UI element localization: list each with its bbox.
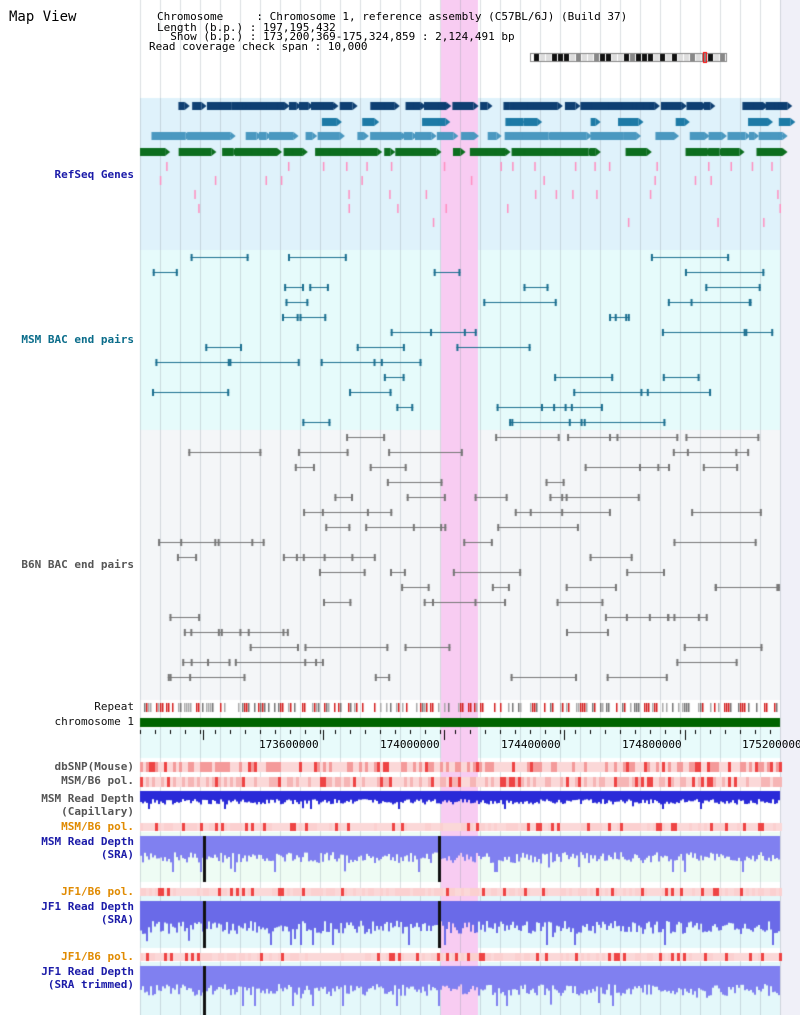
axis-tick-4: 174800000 <box>622 738 682 751</box>
show-range-info: Show (b.p.) : 173,200,369-175,324,859 : … <box>157 30 515 43</box>
track-label-b6n-bac[interactable]: B6N BAC end pairs <box>21 558 134 571</box>
track-label-msm-depth-sra: MSM Read Depth <box>41 835 134 848</box>
track-label-jf1-b6-pol-trim: JF1/B6 pol. <box>61 950 134 963</box>
track-label-msm-b6-pol-sra: MSM/B6 pol. <box>61 820 134 833</box>
page-title: Map View <box>9 9 77 25</box>
track-label-jf1-depth-trim: JF1 Read Depth <box>41 965 134 978</box>
coverage-info: Read coverage check span : 10,000 <box>149 40 368 53</box>
axis-tick-2: 174000000 <box>380 738 440 751</box>
axis-tick-1: 173600000 <box>259 738 319 751</box>
track-label-msm-bac[interactable]: MSM BAC end pairs <box>21 333 134 346</box>
track-label-jf1-trimmed: (SRA trimmed) <box>47 978 134 991</box>
track-label-jf1-b6-pol-sra: JF1/B6 pol. <box>61 885 134 898</box>
track-label-jf1-sra: (SRA) <box>100 913 134 926</box>
track-label-capillary: (Capillary) <box>61 805 134 818</box>
track-label-msm-sra: (SRA) <box>100 848 134 861</box>
track-label-msm-b6-pol-capillary: MSM/B6 pol. <box>61 774 134 787</box>
track-label-refseq[interactable]: RefSeq Genes <box>54 168 134 181</box>
track-label-chromosome: chromosome 1 <box>54 715 134 728</box>
track-label-jf1-depth-sra: JF1 Read Depth <box>41 900 134 913</box>
axis-tick-3: 174400000 <box>501 738 561 751</box>
axis-tick-5: 175200000 <box>742 738 800 751</box>
length-info: Length (b.p.) : 197,195,432 <box>157 21 336 34</box>
chromosome-info: Chromosome : Chromosome 1, reference ass… <box>157 10 628 23</box>
track-label-repeat: Repeat <box>94 700 134 713</box>
track-label-dbsnp: dbSNP(Mouse) <box>54 760 134 773</box>
track-label-msm-depth-capillary: MSM Read Depth <box>41 792 134 805</box>
